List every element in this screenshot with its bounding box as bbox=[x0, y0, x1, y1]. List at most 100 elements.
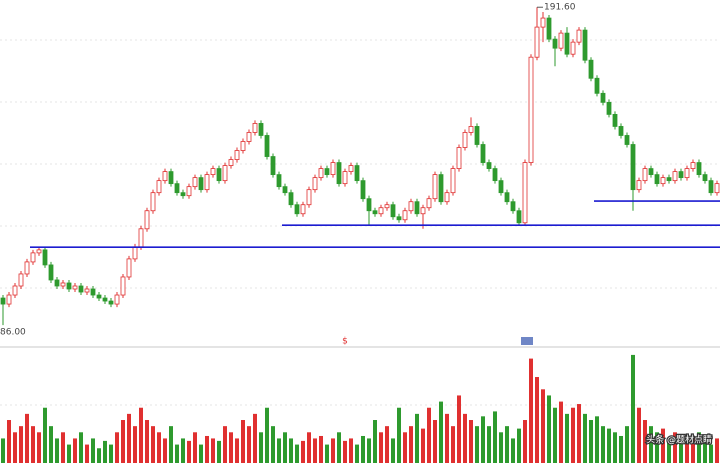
candle-body bbox=[696, 162, 702, 176]
candle-body bbox=[408, 201, 414, 212]
candle-body bbox=[306, 189, 312, 206]
candle-body bbox=[624, 135, 630, 145]
volume-bar bbox=[403, 432, 407, 463]
volume-bar bbox=[349, 438, 353, 463]
volume-bar bbox=[715, 438, 719, 463]
volume-bar bbox=[109, 444, 113, 463]
volume-bar bbox=[157, 432, 161, 463]
candle-body bbox=[192, 177, 198, 188]
candle-body bbox=[396, 216, 402, 221]
event-icon bbox=[521, 337, 533, 345]
volume-bar bbox=[409, 426, 413, 463]
volume-bar bbox=[229, 432, 233, 463]
volume-bar bbox=[685, 435, 689, 463]
volume-bar bbox=[583, 413, 587, 463]
candle-body bbox=[300, 204, 306, 215]
volume-bar bbox=[25, 413, 29, 463]
volume-bar bbox=[535, 377, 539, 463]
volume-bar bbox=[325, 444, 329, 463]
candle-body bbox=[84, 288, 90, 293]
candle-body bbox=[666, 177, 672, 182]
candle-body bbox=[444, 192, 450, 203]
candle-body bbox=[282, 186, 288, 194]
candle-body bbox=[516, 210, 522, 224]
volume-bar bbox=[223, 426, 227, 463]
volume-bar bbox=[115, 432, 119, 463]
candle-body bbox=[468, 126, 474, 133]
candle-body bbox=[576, 29, 582, 43]
volume-bar bbox=[637, 407, 641, 463]
volume-bar bbox=[595, 416, 599, 463]
volume-bar bbox=[553, 407, 557, 463]
volume-bar bbox=[247, 426, 251, 463]
volume-bar bbox=[139, 407, 143, 463]
candle-body bbox=[246, 132, 252, 142]
candle-body bbox=[528, 56, 534, 163]
candle-body bbox=[612, 113, 618, 127]
volume-bar bbox=[73, 438, 77, 463]
volume-bar bbox=[559, 401, 563, 463]
candle-body bbox=[504, 192, 510, 203]
volume-bar bbox=[79, 432, 83, 463]
volume-bar bbox=[211, 438, 215, 463]
grid bbox=[0, 39, 720, 406]
volume-bar bbox=[469, 420, 473, 463]
candle-body bbox=[138, 228, 144, 248]
volume-bar bbox=[205, 435, 209, 463]
candle-body bbox=[336, 162, 342, 185]
candle-body bbox=[48, 264, 54, 281]
volume-bar bbox=[661, 428, 665, 463]
volume-bar bbox=[103, 440, 107, 463]
candle-body bbox=[372, 210, 378, 215]
candle-body bbox=[102, 297, 108, 302]
volume-bar bbox=[679, 440, 683, 463]
volume-bar bbox=[283, 432, 287, 463]
volume-bar bbox=[505, 426, 509, 463]
candle-body bbox=[378, 207, 384, 215]
high-label: 191.60 bbox=[544, 3, 576, 13]
volume-bar bbox=[289, 438, 293, 463]
candle-body bbox=[558, 32, 564, 49]
candle-body bbox=[42, 249, 48, 266]
candle-body bbox=[588, 59, 594, 79]
candle-body bbox=[258, 123, 264, 136]
candle-body bbox=[702, 174, 708, 182]
candle-body bbox=[30, 252, 36, 263]
candle-body bbox=[570, 41, 576, 55]
candle-body bbox=[480, 144, 486, 163]
volume-bar bbox=[85, 444, 89, 463]
volume-bar bbox=[577, 404, 581, 463]
candle-body bbox=[216, 168, 222, 182]
volume-bar bbox=[217, 440, 221, 463]
volume-bar bbox=[571, 407, 575, 463]
volume-bar bbox=[427, 407, 431, 463]
candle-body bbox=[114, 294, 120, 305]
candle-body bbox=[540, 17, 546, 28]
volume-bar bbox=[373, 420, 377, 463]
volume-bar bbox=[589, 420, 593, 463]
candle-body bbox=[330, 162, 336, 176]
low-label: 86.00 bbox=[0, 328, 26, 338]
candle-body bbox=[660, 177, 666, 185]
volume-bar bbox=[655, 432, 659, 463]
volume-bar bbox=[235, 438, 239, 463]
candle-body bbox=[210, 168, 216, 176]
volume-bar bbox=[499, 432, 503, 463]
volume-bar bbox=[169, 426, 173, 463]
candle-body bbox=[402, 210, 408, 221]
volume-bar bbox=[7, 420, 11, 463]
candle-body bbox=[618, 126, 624, 136]
volume-bar bbox=[313, 438, 317, 463]
candle-body bbox=[240, 141, 246, 151]
candle-body bbox=[564, 32, 570, 55]
volume-bar bbox=[121, 420, 125, 463]
volume-bar bbox=[433, 420, 437, 463]
volume-bar bbox=[277, 438, 281, 463]
candle-body bbox=[714, 183, 720, 194]
volume-bar bbox=[259, 432, 263, 463]
volume-bar bbox=[649, 426, 653, 463]
candle-body bbox=[672, 171, 678, 182]
volume-bar bbox=[355, 444, 359, 463]
volume-bar bbox=[55, 438, 59, 463]
candle-body bbox=[60, 282, 66, 287]
